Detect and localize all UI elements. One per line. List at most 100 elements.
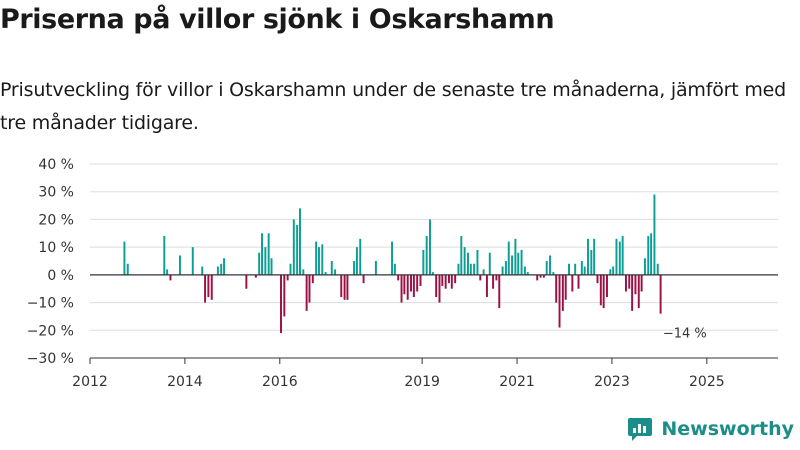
x-tick-label: 2016 xyxy=(262,374,298,390)
y-tick-label: 40 % xyxy=(38,157,74,173)
x-tick-label: 2019 xyxy=(404,374,440,390)
bar xyxy=(362,274,365,284)
bar xyxy=(403,274,406,295)
bar xyxy=(539,274,542,278)
bar xyxy=(549,255,552,275)
bar xyxy=(659,274,662,314)
bar xyxy=(479,274,482,281)
bar xyxy=(485,274,488,298)
bar xyxy=(393,263,396,275)
bar xyxy=(495,274,498,281)
bar xyxy=(400,274,403,303)
y-tick-label: 0 % xyxy=(47,268,74,284)
bar xyxy=(523,266,526,275)
bar xyxy=(545,261,548,275)
bar xyxy=(169,274,172,281)
bar xyxy=(429,219,431,275)
bar xyxy=(634,274,637,295)
bar xyxy=(504,261,507,275)
bar xyxy=(353,261,356,275)
y-tick-label: −20 % xyxy=(27,323,74,339)
bar xyxy=(207,274,210,298)
bar xyxy=(587,238,589,275)
bar xyxy=(454,274,457,284)
bar xyxy=(615,238,618,275)
bar xyxy=(419,274,422,286)
bar xyxy=(270,258,273,275)
last-value-label: −14 % xyxy=(663,327,707,342)
bar xyxy=(574,263,577,275)
bars xyxy=(123,194,662,334)
bar xyxy=(624,274,627,292)
bar xyxy=(299,208,301,275)
bar xyxy=(254,274,257,278)
bar xyxy=(317,247,320,275)
bar xyxy=(542,274,545,278)
bar xyxy=(457,263,460,275)
bar xyxy=(163,236,166,275)
bar xyxy=(568,263,570,275)
bar xyxy=(501,266,504,275)
bar xyxy=(463,247,466,275)
bar xyxy=(302,269,305,275)
bar xyxy=(315,241,318,275)
bar xyxy=(593,238,596,275)
bar xyxy=(609,269,612,275)
x-tick-label: 2025 xyxy=(689,374,725,390)
bar xyxy=(450,274,453,289)
bar xyxy=(126,263,129,275)
bar xyxy=(469,263,472,275)
bar xyxy=(526,272,529,275)
brand-logo: Newsworthy xyxy=(627,416,794,442)
chart-subtitle: Prisutveckling för villor i Oskarshamn u… xyxy=(0,79,787,134)
bar xyxy=(330,261,333,275)
bar xyxy=(602,274,605,309)
bar xyxy=(431,272,434,275)
newsworthy-logo-icon xyxy=(628,418,653,441)
bar xyxy=(406,274,409,300)
bar xyxy=(296,224,299,275)
bar xyxy=(321,244,324,275)
bar xyxy=(561,274,564,311)
bar xyxy=(460,236,463,275)
bar xyxy=(245,274,248,289)
bar xyxy=(473,263,476,275)
gridlines xyxy=(90,163,778,359)
bar xyxy=(374,261,377,275)
bar xyxy=(650,233,653,275)
bar xyxy=(441,274,444,286)
data-labels: −14 % xyxy=(663,327,707,342)
bar xyxy=(590,249,593,275)
bar xyxy=(564,274,567,300)
y-tick-label: 10 % xyxy=(38,240,74,256)
bar xyxy=(178,255,181,275)
y-tick-label: 30 % xyxy=(38,185,74,201)
bar xyxy=(558,274,561,328)
bar xyxy=(359,238,362,275)
brand-name: Newsworthy xyxy=(661,418,794,440)
bar xyxy=(412,274,415,298)
bar xyxy=(583,266,586,275)
bar xyxy=(612,266,615,275)
bar xyxy=(355,247,358,275)
bar xyxy=(571,274,574,292)
y-tick-label: −10 % xyxy=(27,296,74,312)
bar xyxy=(223,258,226,275)
bar xyxy=(637,274,640,309)
bar xyxy=(416,274,419,292)
bar xyxy=(599,274,602,306)
bar xyxy=(444,274,447,289)
bar xyxy=(577,274,580,289)
bar xyxy=(621,236,624,275)
bar xyxy=(391,241,394,275)
bar xyxy=(653,194,656,275)
bar xyxy=(425,236,428,275)
bar xyxy=(123,241,126,275)
bar xyxy=(647,236,650,275)
bar xyxy=(628,274,631,289)
bar xyxy=(511,255,514,275)
bar xyxy=(435,274,438,298)
y-axis-tick-labels: −30 % −20 % −10 % 0 % 10 % 20 % 30 % 40 % xyxy=(27,157,74,367)
bar xyxy=(340,274,343,298)
bar xyxy=(397,274,400,281)
